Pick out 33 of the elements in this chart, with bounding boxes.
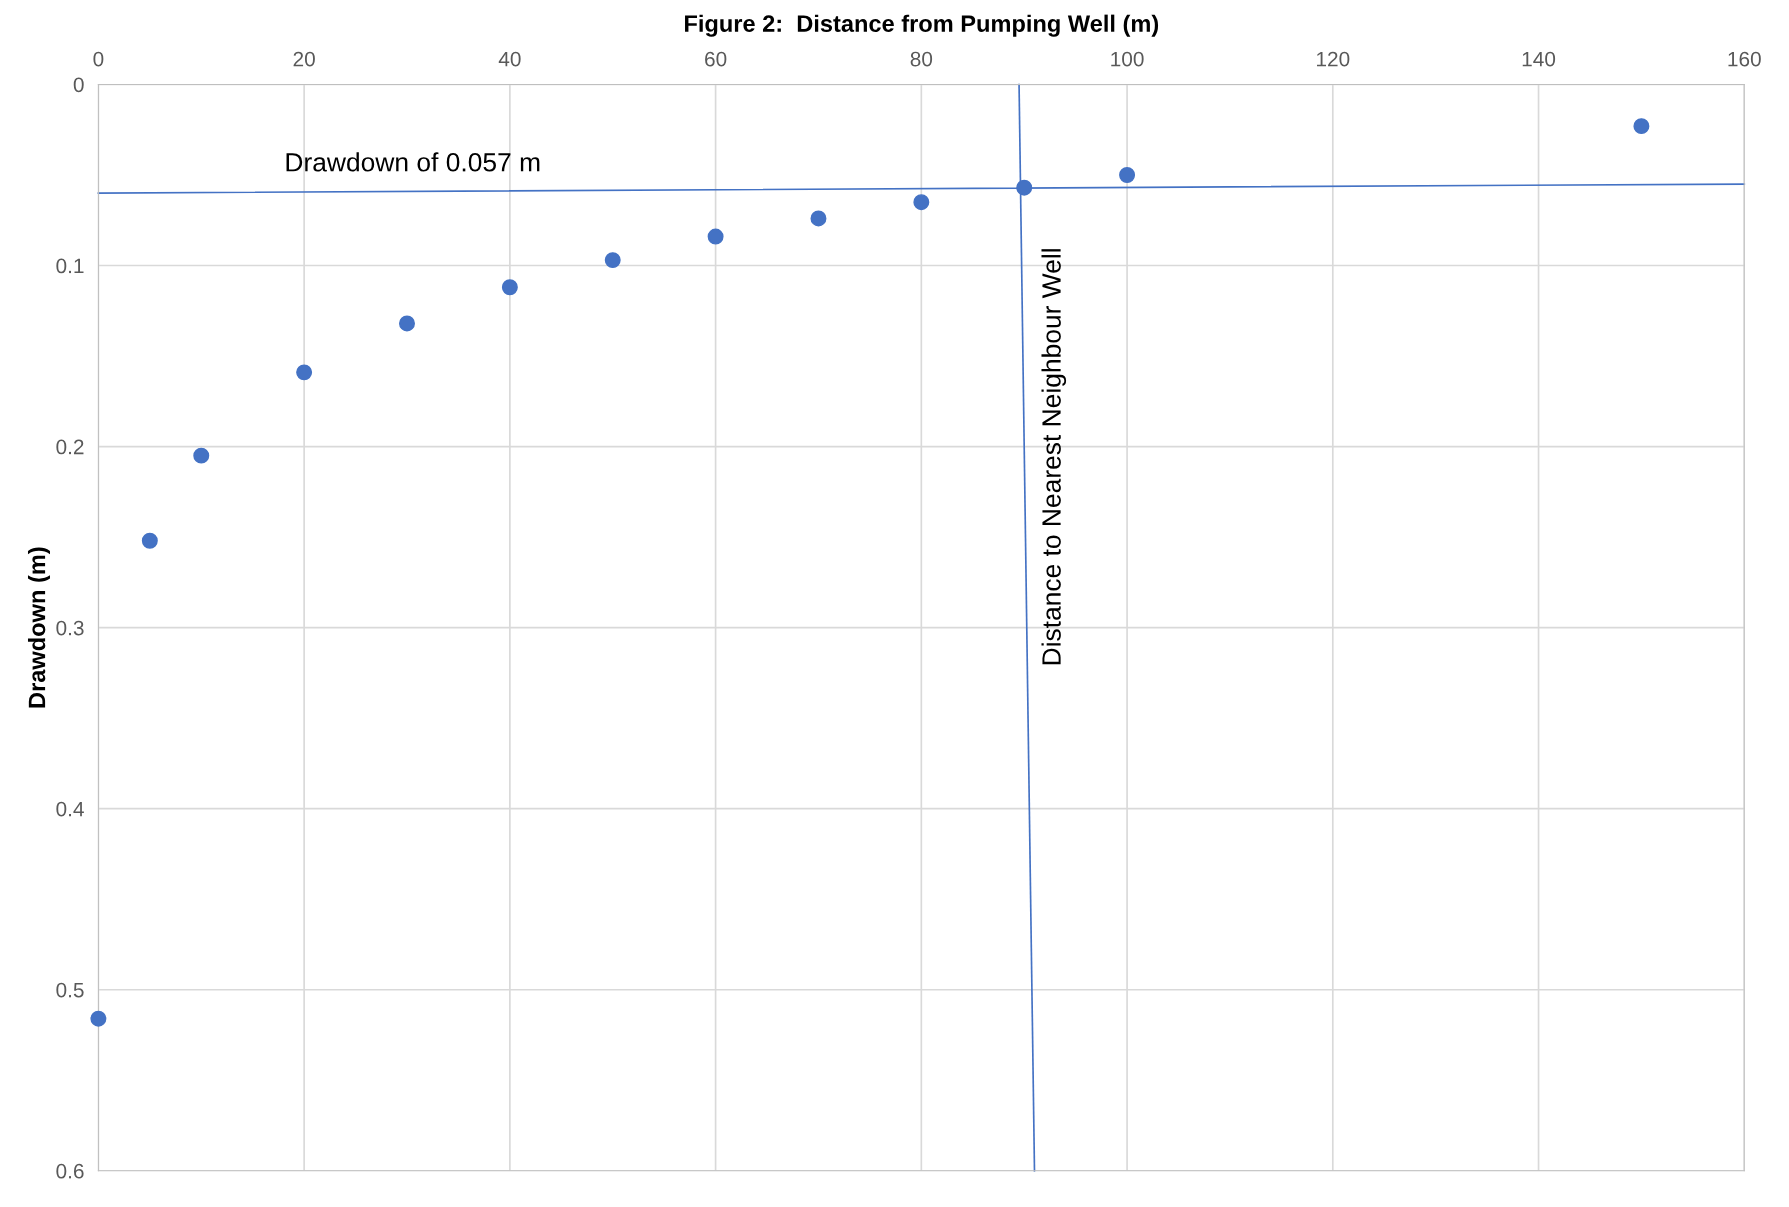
point xyxy=(399,315,415,332)
y-tick-label: 0 xyxy=(73,77,84,93)
x-tick-label: 100 xyxy=(1111,51,1144,67)
x-tick-label: 40 xyxy=(498,51,521,67)
y-tick-label: 0.6 xyxy=(56,1163,84,1179)
x-tick-label: 120 xyxy=(1317,51,1350,67)
y-tick-label: 0.3 xyxy=(56,620,84,636)
annotation: Distance to Nearest Neighbour Well xyxy=(1041,249,1067,665)
point xyxy=(501,279,518,296)
point xyxy=(1119,167,1136,183)
point xyxy=(90,1010,107,1027)
x-tick-label: 0 xyxy=(93,51,104,67)
point xyxy=(296,364,313,381)
point xyxy=(604,252,621,269)
point xyxy=(1633,118,1650,135)
y-tick-label: 0.5 xyxy=(56,982,84,998)
point xyxy=(193,447,210,464)
point xyxy=(913,194,930,211)
point xyxy=(141,532,158,549)
point xyxy=(1016,179,1033,196)
x-tick-label: 80 xyxy=(910,51,933,67)
x-tick-label: 160 xyxy=(1728,51,1761,67)
x-tick-label: 20 xyxy=(293,51,315,67)
y-tick-label: 0.4 xyxy=(56,801,84,817)
y-tick-label: 0.2 xyxy=(56,439,84,455)
point xyxy=(810,210,827,227)
y-tick-label: 0.1 xyxy=(56,258,84,274)
y-axis-title: Drawdown (m) xyxy=(27,547,50,708)
x-axis-title: Figure 2: Distance from Pumping Well (m) xyxy=(685,14,1159,37)
x-tick-label: 140 xyxy=(1522,51,1556,67)
x-tick-label: 60 xyxy=(705,51,727,67)
point xyxy=(707,228,724,245)
annotation: Drawdown of 0.057 m xyxy=(286,152,540,172)
